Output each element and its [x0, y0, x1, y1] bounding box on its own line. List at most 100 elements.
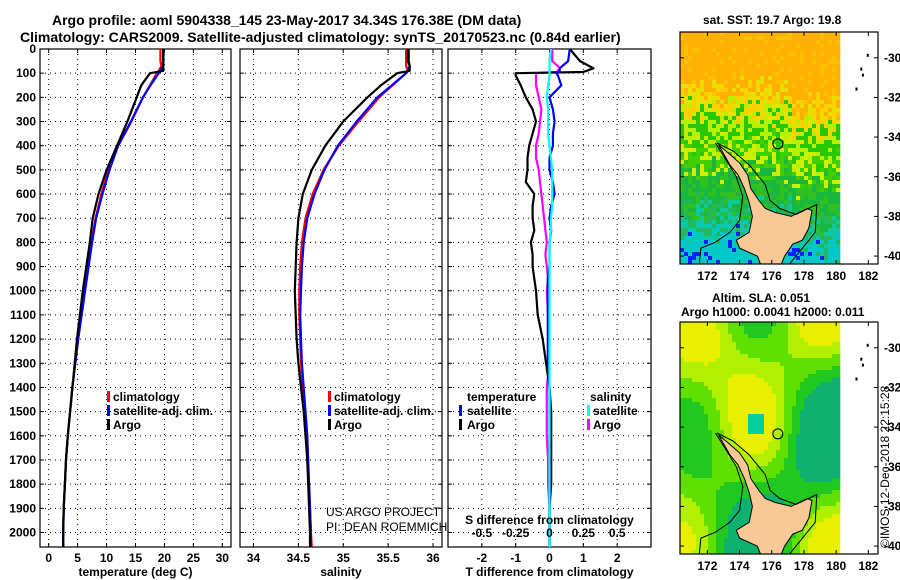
y-tick-label: 400: [16, 139, 36, 153]
x-axis-label: temperature (deg C): [78, 565, 192, 579]
x2-tick-label: 0.25: [572, 526, 596, 540]
sla-map: 172 174 176 178 180 182 -30 -32 -34 -36 -38 -40: [679, 321, 900, 573]
lat-tick-label: -38: [884, 209, 900, 223]
legend-label: satellite: [467, 404, 512, 418]
x-tick-label: 20: [158, 551, 172, 565]
bathymetry-contour: [698, 432, 744, 555]
lon-tick-label: 182: [858, 559, 878, 573]
lat-tick-label: -32: [884, 90, 900, 104]
y-tick-label: 1500: [9, 405, 36, 419]
series-climatology: [62, 49, 163, 547]
lon-tick-label: 174: [730, 269, 750, 283]
y-tick-label: 100: [16, 66, 36, 80]
lon-tick-label: 176: [762, 269, 782, 283]
x-tick-label: 15: [129, 551, 143, 565]
island-mark: [866, 53, 869, 57]
y-tick-label: 1400: [9, 380, 36, 394]
legend-swatch: [587, 405, 590, 416]
legend-label: Argo: [593, 418, 621, 432]
x-tick-label: -1: [510, 551, 521, 565]
sst-map: 172 174 176 178 180 182 -30 -32 -34 -36 -38 -40: [679, 31, 900, 283]
bathymetry-contour: [716, 142, 818, 265]
lon-tick-label: 180: [826, 269, 846, 283]
island-mark: [855, 377, 858, 381]
legend-label: satellite-adj. clim.: [334, 404, 434, 418]
legend-swatch: [587, 419, 590, 430]
project-name: US ARGO PROJECT: [326, 505, 441, 519]
north-island-land: [718, 434, 813, 555]
lon-tick-label: 174: [730, 559, 750, 573]
x2-tick-label: 0.5: [609, 526, 626, 540]
legend-swatch: [328, 391, 331, 402]
sla-map-raster: [680, 322, 841, 555]
y-tick-label: 2000: [9, 525, 36, 539]
x-tick-label: 2: [614, 551, 621, 565]
x2-tick-label: 0: [546, 526, 553, 540]
legend-label: Argo: [113, 418, 141, 432]
map-frame: [679, 321, 879, 555]
north-island-land: [718, 144, 813, 265]
lat-tick-label: -40: [884, 539, 900, 553]
x-tick-label: 35: [337, 551, 351, 565]
series-t-argo: [514, 48, 595, 547]
x-tick-label: 30: [216, 551, 230, 565]
climatology-subtitle: Climatology: CARS2009. Satellite-adjuste…: [20, 29, 621, 45]
sst-map-raster: [680, 32, 841, 265]
lat-tick-label: -32: [884, 380, 900, 394]
series-s-satellite: [545, 48, 554, 547]
plot-frame: [239, 48, 443, 548]
legend-swatch: [107, 391, 110, 402]
x-tick-label: 0: [45, 551, 52, 565]
legend-label: climatology: [334, 390, 401, 404]
x-tick-label: 10: [100, 551, 114, 565]
lon-tick-label: 172: [697, 559, 717, 573]
x-axis-label: salinity: [320, 565, 362, 579]
difference-panel: -2 -1 0 1 2T difference from climatology -0.5…: [447, 48, 652, 579]
lon-tick-label: 182: [858, 269, 878, 283]
legend-label: Argo: [334, 418, 362, 432]
legend-swatch: [459, 419, 462, 430]
sst-map-title: sat. SST: 19.7 Argo: 19.8: [703, 13, 842, 27]
island-mark: [860, 357, 863, 361]
lon-tick-label: 180: [826, 559, 846, 573]
argo-location-marker: [772, 428, 784, 440]
profile-title: Argo profile: aoml 5904338_145 23-May-20…: [52, 12, 522, 28]
map-frame: [679, 31, 879, 265]
y-tick-label: 500: [16, 163, 36, 177]
sla-map-subtitle: Argo h1000: 0.0041 h2000: 0.011: [681, 305, 865, 319]
lon-tick-label: 176: [762, 559, 782, 573]
legend-title-temperature: temperature: [467, 390, 537, 404]
series-satellite-adj-clim-: [299, 49, 411, 547]
x-tick-label: 34.5: [287, 551, 311, 565]
legend-swatch: [107, 405, 110, 416]
y-tick-label: 0: [29, 42, 36, 56]
series-argo: [293, 49, 411, 547]
principal-investigator: PI: DEAN ROEMMICH: [326, 520, 447, 534]
lat-tick-label: -34: [884, 130, 900, 144]
lat-tick-label: -34: [884, 420, 900, 434]
y-tick-label: 700: [16, 211, 36, 225]
argo-location-marker: [772, 138, 784, 150]
salinity-panel: 34 34.5 35 35.5 36 salinity: [239, 48, 443, 579]
y-tick-label: 1300: [9, 356, 36, 370]
lon-tick-label: 178: [794, 269, 814, 283]
island-mark: [861, 73, 864, 77]
lat-tick-label: -30: [884, 51, 900, 65]
y-tick-label: 1600: [9, 429, 36, 443]
legend-swatch: [107, 419, 110, 430]
sla-map-title: Altim. SLA: 0.051: [712, 291, 811, 305]
x-tick-label: -2: [476, 551, 487, 565]
y-tick-label: 900: [16, 260, 36, 274]
x-tick-label: 0: [546, 551, 553, 565]
x-tick-label: 25: [187, 551, 201, 565]
temperature-panel: 0100200300400500600700800900100011001200…: [9, 42, 232, 579]
y-tick-label: 800: [16, 235, 36, 249]
y-tick-label: 1200: [9, 332, 36, 346]
lat-tick-label: -40: [884, 249, 900, 263]
y-tick-label: 600: [16, 187, 36, 201]
x2-axis-label: S difference from climatology: [465, 513, 634, 527]
